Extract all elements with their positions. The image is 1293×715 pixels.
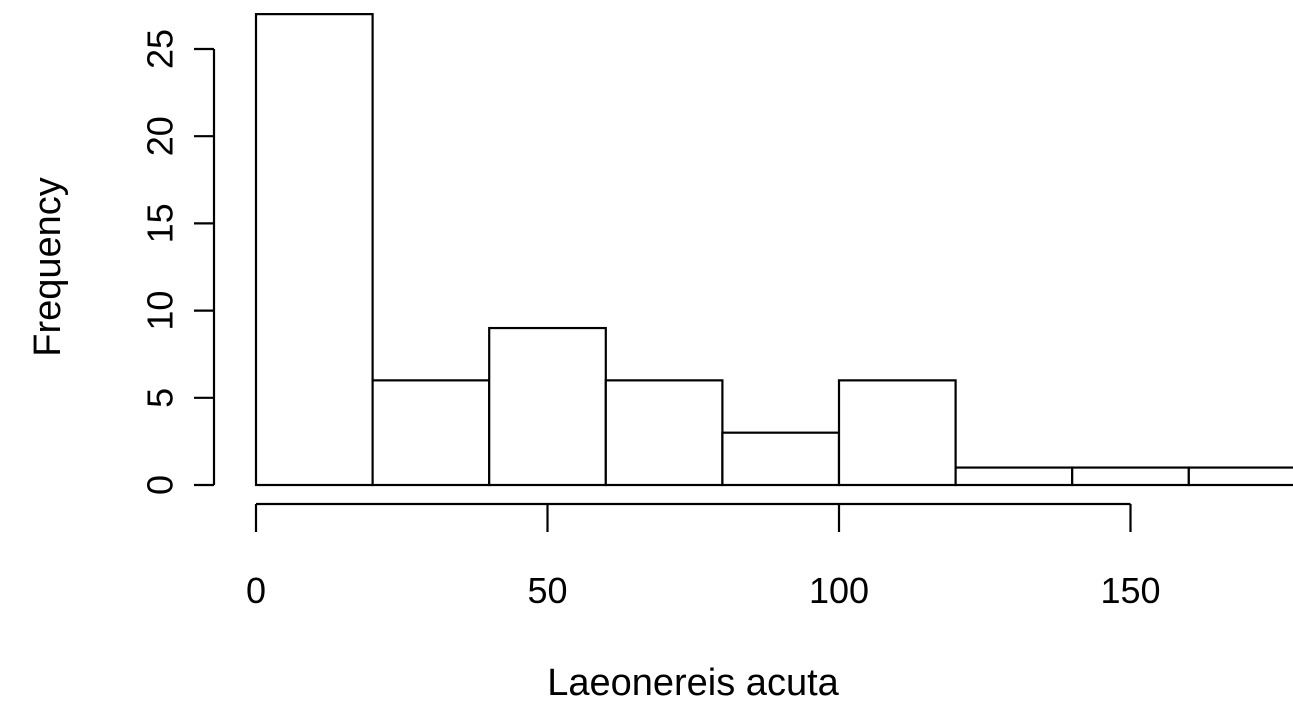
y-tick-label: 25	[140, 29, 181, 69]
x-tick-label: 150	[1100, 570, 1160, 611]
histogram-bar-60-80	[604, 379, 724, 487]
y-tick-label: 10	[140, 291, 181, 331]
histogram-bar-120-140	[954, 466, 1074, 487]
histogram-bar-80-100	[721, 431, 841, 487]
x-axis: 0 50 100 150	[246, 502, 1161, 611]
y-tick-label: 5	[140, 388, 181, 408]
histogram-bar-20-40	[371, 379, 491, 487]
histogram-bar-40-60	[488, 326, 607, 487]
y-axis: 0 5 10 15 20 25	[140, 29, 216, 495]
y-tick-label: 15	[140, 203, 181, 243]
histogram-bar-0-20	[254, 13, 374, 487]
y-axis-title: Frequency	[27, 177, 69, 357]
y-tick-label: 0	[140, 475, 181, 495]
histogram-bars	[254, 13, 1293, 487]
histogram-bar-140-160	[1071, 466, 1190, 487]
x-tick-label: 100	[809, 570, 869, 611]
x-tick-label: 50	[527, 570, 567, 611]
y-tick-label: 20	[140, 116, 181, 156]
x-axis-title: Laeonereis acuta	[547, 662, 839, 704]
x-tick-label: 0	[246, 570, 266, 611]
histogram-bar-160-180	[1187, 466, 1293, 487]
histogram-bar-100-120	[837, 379, 957, 487]
